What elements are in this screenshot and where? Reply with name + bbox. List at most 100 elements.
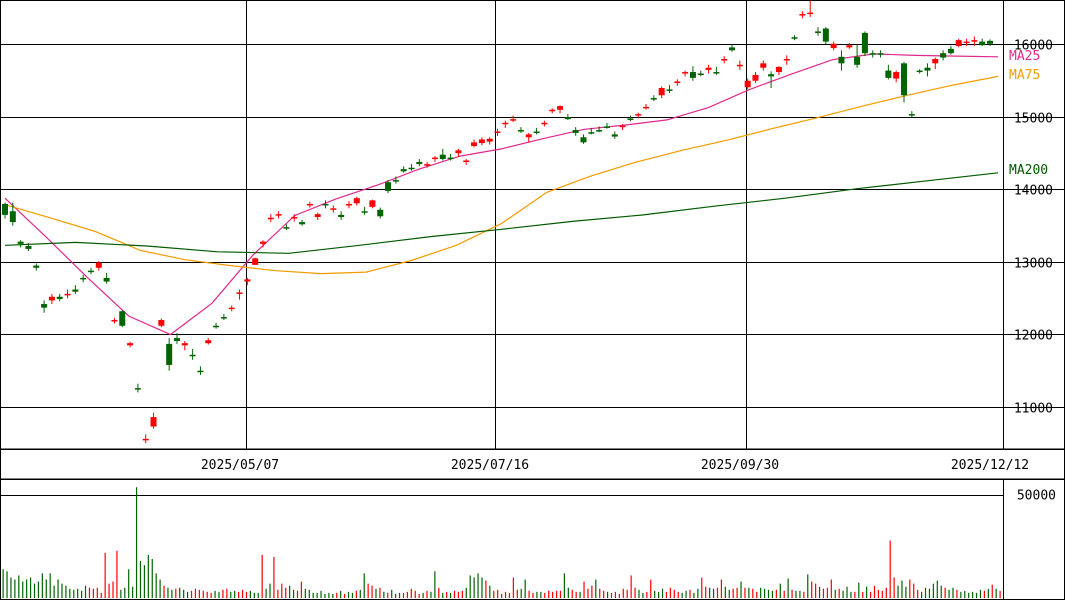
- volume-bar: [956, 589, 958, 598]
- volume-bar: [179, 587, 181, 598]
- volume-bar: [92, 588, 94, 598]
- volume-bar: [261, 554, 263, 598]
- volume-bar: [265, 588, 267, 598]
- candle-body: [41, 304, 48, 308]
- volume-bar: [422, 592, 424, 598]
- volume-bar: [73, 589, 75, 598]
- volume-bar: [555, 590, 558, 598]
- volume-bar: [818, 586, 821, 598]
- candlestick: [205, 338, 212, 345]
- volume-bar: [540, 591, 542, 598]
- candle-body: [494, 131, 501, 133]
- candlestick: [650, 95, 657, 102]
- candle-body: [392, 180, 399, 182]
- volume-bar: [359, 589, 361, 598]
- candle-body: [791, 37, 798, 39]
- volume-bar: [406, 591, 408, 598]
- price-tick-label: 12000: [1014, 329, 1053, 344]
- volume-bar: [650, 579, 652, 598]
- volume-bar: [139, 561, 142, 598]
- volume-bar: [858, 582, 860, 598]
- volume-bar: [991, 584, 993, 598]
- candle-body: [580, 137, 587, 143]
- candle-body: [439, 154, 446, 160]
- candlestick: [791, 35, 798, 41]
- volume-bar: [29, 577, 32, 598]
- volume-bar: [96, 587, 98, 598]
- candle-body: [768, 74, 775, 77]
- volume-bar: [41, 573, 43, 598]
- candlestick: [854, 44, 861, 68]
- candle-body: [150, 417, 157, 427]
- candlestick: [627, 115, 634, 122]
- volume-bar: [481, 577, 483, 598]
- price-grid: [1, 1, 1065, 449]
- candlestick: [908, 111, 915, 117]
- candlestick: [643, 103, 650, 110]
- candle-body: [822, 28, 829, 42]
- volume-bars: [2, 487, 1001, 598]
- candlestick: [25, 243, 32, 252]
- volume-bar: [504, 591, 507, 598]
- volume-bar: [603, 590, 605, 598]
- candlestick: [17, 240, 24, 248]
- candlestick: [95, 261, 102, 271]
- candlestick: [494, 128, 501, 136]
- volume-bar: [53, 585, 55, 598]
- volume-bar: [771, 590, 774, 598]
- volume-bar: [595, 579, 597, 598]
- volume-bar: [257, 592, 259, 598]
- series-line-ma200: [4, 172, 999, 254]
- volume-bar: [630, 575, 632, 598]
- candlestick: [447, 153, 454, 161]
- volume-bar: [132, 586, 134, 598]
- candle-body: [2, 203, 8, 215]
- candle-body: [963, 41, 970, 44]
- candlestick: [533, 127, 540, 135]
- candle-body: [275, 214, 282, 216]
- volume-bar: [175, 588, 177, 598]
- volume-bar: [571, 589, 573, 598]
- volume-bar: [638, 589, 640, 598]
- volume-bar: [587, 588, 589, 598]
- volume-bar: [230, 591, 232, 598]
- candlestick: [197, 366, 204, 376]
- volume-bar: [614, 591, 617, 598]
- volume-bar: [449, 592, 452, 598]
- candle-body: [103, 277, 110, 282]
- candlestick: [768, 71, 775, 88]
- candle-body: [947, 48, 954, 54]
- candlestick: [729, 44, 736, 52]
- volume-bar: [300, 581, 303, 598]
- candlestick: [510, 115, 517, 123]
- candlestick: [572, 127, 579, 136]
- candlestick: [502, 120, 509, 128]
- volume-bar: [183, 589, 185, 598]
- volume-bar: [928, 588, 931, 598]
- candle-body: [658, 87, 665, 96]
- volume-bar: [489, 585, 491, 598]
- volume-bar: [292, 589, 295, 598]
- candlestick: [127, 341, 134, 348]
- candle-body: [721, 58, 728, 61]
- volume-bar: [14, 579, 16, 598]
- volume-bar: [104, 552, 106, 598]
- volume-bar: [387, 592, 389, 598]
- volume-bar: [461, 590, 463, 598]
- volume-bar: [395, 593, 397, 598]
- candlestick: [541, 120, 548, 127]
- candle-body: [627, 118, 634, 120]
- candlestick: [283, 224, 290, 231]
- volume-bar: [732, 588, 734, 598]
- volume-bar: [347, 591, 350, 598]
- volume-bar: [485, 580, 487, 598]
- volume-bar: [33, 583, 36, 598]
- legend: MA25 MA75 MA200: [1009, 49, 1048, 178]
- candlestick: [478, 137, 485, 146]
- volume-bar: [210, 592, 212, 598]
- volume-bar: [112, 581, 114, 598]
- candle-body: [689, 72, 696, 78]
- volume-bar: [693, 592, 695, 598]
- volume-bar: [917, 589, 919, 598]
